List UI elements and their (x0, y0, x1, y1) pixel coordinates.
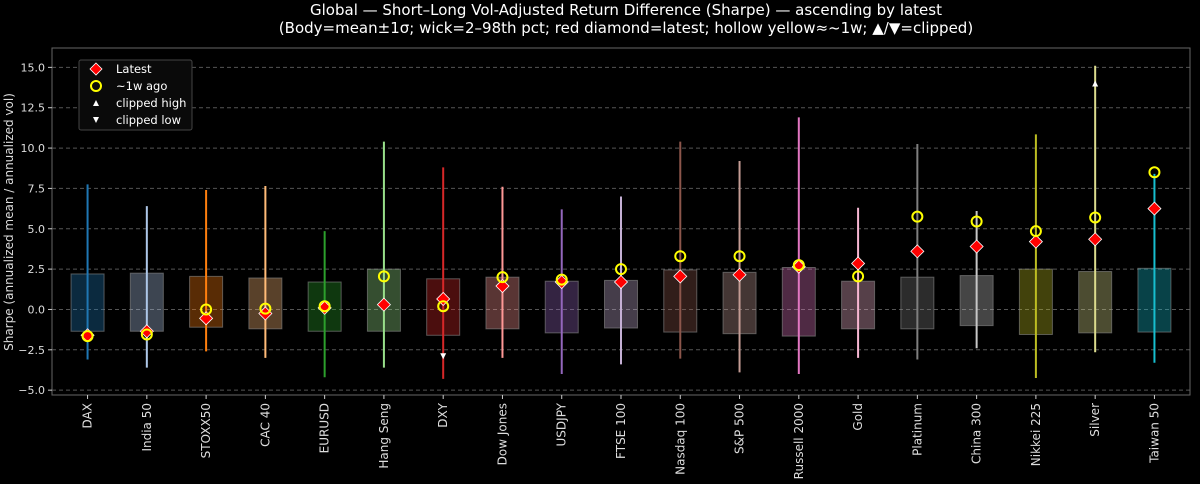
clipped-low-marker (440, 353, 447, 360)
series-s-p-500 (722, 160, 757, 373)
latest-marker (199, 311, 214, 326)
latest-marker (673, 269, 688, 284)
series-dxy (426, 167, 461, 379)
latest-marker (969, 239, 984, 254)
y-tick-label: 5.0 (28, 223, 46, 236)
legend: Latest ~1w ago clipped high clipped low (78, 59, 193, 131)
x-tick-label: Dow Jones (495, 403, 509, 465)
series-cac-40 (248, 185, 283, 358)
week-ago-marker (852, 270, 865, 283)
series-nasdaq-100 (663, 141, 698, 359)
latest-marker (1028, 234, 1043, 249)
legend-latest-label: Latest (116, 62, 152, 76)
series-gold (841, 207, 876, 358)
x-tick-label: STOXX50 (199, 403, 213, 458)
series-nikkei-225 (1018, 134, 1053, 379)
series-usdjpy (544, 209, 579, 375)
x-tick-label: Nasdaq 100 (673, 403, 687, 475)
y-tick-label: −5.0 (18, 384, 45, 397)
legend-box (78, 59, 193, 131)
x-tick-label: Hang Seng (377, 403, 391, 469)
legend-latest-icon (89, 62, 103, 76)
x-tick-label: CAC 40 (258, 403, 272, 447)
x-tick-label: FTSE 100 (614, 403, 628, 459)
week-ago-marker (437, 300, 450, 313)
latest-marker (910, 244, 925, 259)
week-ago-marker (1089, 211, 1102, 224)
week-ago-marker (140, 328, 153, 341)
y-tick-label: 2.5 (28, 263, 46, 276)
series-hang-seng (366, 141, 401, 368)
latest-marker (732, 267, 747, 282)
latest-marker (1088, 232, 1103, 247)
series-dow-jones (485, 186, 520, 358)
week-ago-marker (259, 302, 272, 315)
series-platinum (900, 144, 935, 360)
x-tick-label: India 50 (140, 403, 154, 452)
week-ago-marker (1029, 225, 1042, 238)
series-russell-2000 (781, 117, 816, 375)
y-tick-label: −2.5 (18, 344, 45, 357)
week-ago-marker (377, 270, 390, 283)
week-ago-marker (792, 259, 805, 272)
clipped-high-marker (1092, 80, 1099, 87)
series-eurusd (307, 231, 342, 378)
week-ago-marker (318, 300, 331, 313)
x-tick-label: Silver (1088, 403, 1102, 437)
y-tick-label: 7.5 (28, 182, 46, 195)
legend-week-ago-icon (90, 80, 102, 92)
series-dax (70, 184, 105, 360)
week-ago-marker (970, 215, 983, 228)
week-ago-marker (1148, 166, 1161, 179)
legend-week-ago-label: ~1w ago (116, 79, 167, 93)
legend-clipped-high-icon (93, 100, 99, 106)
y-tick-label: 15.0 (21, 61, 46, 74)
week-ago-marker (496, 271, 509, 284)
x-tick-label: USDJPY (555, 402, 569, 446)
latest-marker (613, 274, 629, 290)
series-china-300 (959, 211, 994, 349)
y-tick-label: 10.0 (21, 142, 46, 155)
legend-clipped-low-icon (93, 117, 99, 123)
legend-clipped-high-label: clipped high (116, 96, 186, 110)
x-tick-label: China 300 (970, 403, 984, 464)
week-ago-marker (733, 250, 746, 263)
series-ftse-100 (604, 196, 638, 365)
x-tick-label: Platinum (910, 403, 924, 456)
week-ago-marker (200, 303, 213, 316)
x-tick-label: S&P 500 (733, 403, 747, 454)
week-ago-marker (615, 263, 627, 276)
week-ago-marker (911, 210, 924, 223)
latest-marker (495, 278, 510, 294)
latest-marker (1147, 201, 1162, 216)
series-india-50 (129, 206, 164, 368)
x-tick-label: Taiwan 50 (1147, 403, 1161, 464)
series-silver (1078, 65, 1113, 353)
x-tick-label: Nikkei 225 (1029, 403, 1043, 466)
x-tick-label: DAX (81, 403, 95, 428)
latest-marker (376, 297, 391, 312)
y-tick-label: 0.0 (28, 303, 46, 316)
x-tick-label: Gold (851, 403, 865, 431)
latest-marker (851, 256, 866, 271)
latest-marker (139, 324, 154, 339)
week-ago-marker (555, 273, 568, 286)
x-tick-label: Russell 2000 (792, 403, 806, 479)
chart-subtitle: (Body=mean±1σ; wick=2–98th pct; red diam… (279, 19, 973, 37)
series-stoxx50 (189, 190, 224, 352)
series-taiwan-50 (1137, 166, 1172, 363)
x-tick-label: EURUSD (318, 403, 332, 453)
week-ago-marker (81, 330, 94, 343)
week-ago-marker (674, 250, 687, 263)
y-axis-label: Sharpe (annualized mean / annualized vol… (2, 93, 16, 351)
y-tick-label: 12.5 (21, 102, 46, 115)
x-tick-label: DXY (436, 402, 450, 427)
chart-title: Global — Short–Long Vol-Adjusted Return … (310, 1, 942, 19)
legend-clipped-low-label: clipped low (116, 113, 181, 127)
